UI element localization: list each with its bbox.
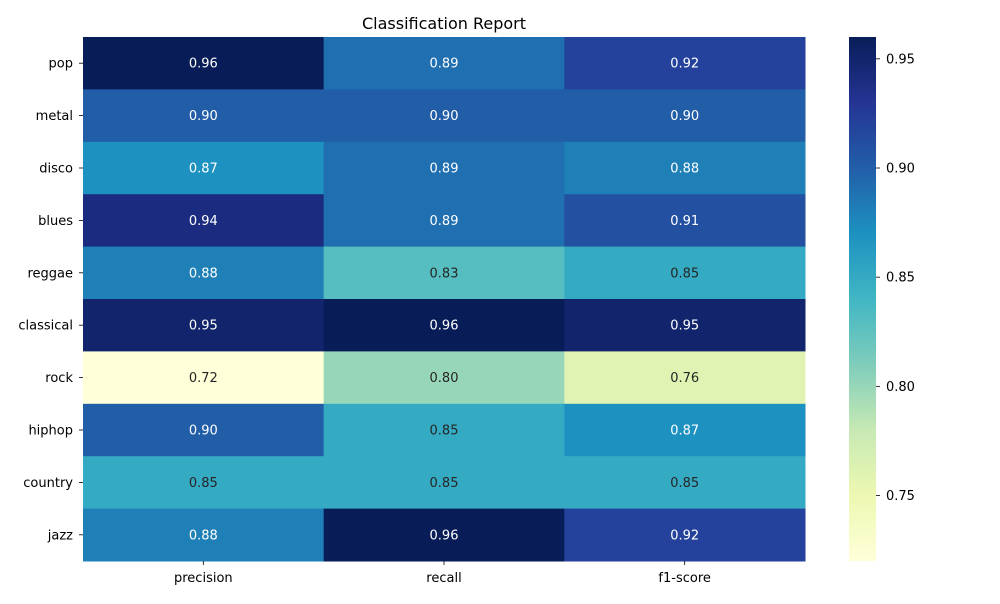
heatmap-cell-rock-recall <box>323 351 565 405</box>
heatmap-cell-metal-precision <box>83 89 325 143</box>
cell-value-label: 0.96 <box>430 319 459 334</box>
row-label-reggae: reggae <box>27 266 73 281</box>
cell-value-label: 0.85 <box>189 476 218 491</box>
column-label-precision: precision <box>174 571 233 586</box>
cell-value-label: 0.80 <box>430 371 459 386</box>
heatmap-cell-country-precision <box>83 456 325 510</box>
row-label-rock: rock <box>45 371 73 386</box>
row-label-blues: blues <box>38 214 73 229</box>
cell-value-label: 0.92 <box>670 57 699 72</box>
row-label-hiphop: hiphop <box>28 424 73 439</box>
colorbar: 0.75 0.80 0.85 0.90 0.95 <box>849 37 915 561</box>
heatmap-cell-blues-precision <box>83 194 325 248</box>
heatmap-cell-jazz-precision <box>83 508 325 562</box>
heatmap-cell-classical-precision <box>83 299 325 352</box>
cell-value-label: 0.90 <box>430 109 459 124</box>
heatmap-cell-disco-recall <box>323 141 565 195</box>
heatmap-cell-jazz-recall <box>323 508 565 562</box>
row-label-country: country <box>23 476 73 491</box>
heatmap-cell-disco-precision <box>83 141 325 195</box>
heatmap-cell-pop-precision <box>83 37 325 90</box>
row-labels: pop metal disco blues reggae classical rock hip… <box>18 57 83 543</box>
heatmap-cell-jazz-f1-score <box>564 508 806 562</box>
heatmap-cell-reggae-f1-score <box>564 246 806 300</box>
heatmap-cell-pop-recall <box>323 37 565 90</box>
cell-value-label: 0.94 <box>189 214 218 229</box>
heatmap-cells: 0.96 0.89 0.92 0.90 0.90 0.90 0.87 0.89 0.88 0.94… <box>83 37 806 562</box>
cell-value-label: 0.90 <box>189 109 218 124</box>
row-label-disco: disco <box>39 162 73 177</box>
cell-value-label: 0.89 <box>430 214 459 229</box>
row-label-jazz: jazz <box>47 528 73 543</box>
cell-value-label: 0.72 <box>189 371 218 386</box>
cell-value-label: 0.85 <box>670 476 699 491</box>
heatmap-cell-classical-recall <box>323 299 565 352</box>
heatmap-cell-reggae-precision <box>83 246 325 300</box>
cell-value-label: 0.88 <box>189 528 218 543</box>
cell-value-label: 0.76 <box>670 371 699 386</box>
cell-value-label: 0.90 <box>670 109 699 124</box>
column-label-recall: recall <box>426 571 461 586</box>
heatmap-cell-blues-f1-score <box>564 194 806 248</box>
cell-value-label: 0.89 <box>430 57 459 72</box>
heatmap-cell-metal-f1-score <box>564 89 806 143</box>
cell-value-label: 0.87 <box>670 424 699 439</box>
chart-title: Classification Report <box>362 14 526 33</box>
heatmap-cell-hiphop-f1-score <box>564 403 806 457</box>
colorbar-tick-label: 0.90 <box>886 162 915 177</box>
row-label-classical: classical <box>18 319 73 334</box>
cell-value-label: 0.88 <box>670 162 699 177</box>
cell-value-label: 0.96 <box>189 57 218 72</box>
heatmap-cell-blues-recall <box>323 194 565 248</box>
cell-value-label: 0.87 <box>189 162 218 177</box>
column-labels: precision recall f1-score <box>174 561 711 586</box>
heatmap-cell-rock-precision <box>83 351 325 405</box>
row-label-pop: pop <box>49 57 73 72</box>
colorbar-tick-label: 0.85 <box>886 271 915 286</box>
cell-value-label: 0.85 <box>670 266 699 281</box>
heatmap-cell-reggae-recall <box>323 246 565 300</box>
cell-value-label: 0.95 <box>189 319 218 334</box>
heatmap-cell-country-recall <box>323 456 565 510</box>
heatmap-cell-hiphop-precision <box>83 403 325 457</box>
heatmap-cell-rock-f1-score <box>564 351 806 405</box>
cell-value-label: 0.96 <box>430 528 459 543</box>
colorbar-gradient <box>849 37 876 561</box>
cell-value-label: 0.85 <box>430 476 459 491</box>
colorbar-tick-label: 0.80 <box>886 380 915 395</box>
heatmap-cell-hiphop-recall <box>323 403 565 457</box>
cell-value-label: 0.92 <box>670 528 699 543</box>
column-label-f1-score: f1-score <box>658 571 710 586</box>
heatmap-cell-disco-f1-score <box>564 141 806 195</box>
heatmap-cell-pop-f1-score <box>564 37 806 90</box>
row-label-metal: metal <box>36 109 73 124</box>
cell-value-label: 0.91 <box>670 214 699 229</box>
cell-value-label: 0.95 <box>670 319 699 334</box>
cell-value-label: 0.83 <box>430 266 459 281</box>
cell-value-label: 0.89 <box>430 162 459 177</box>
cell-value-label: 0.90 <box>189 424 218 439</box>
heatmap-cell-classical-f1-score <box>564 299 806 352</box>
colorbar-tick-label: 0.95 <box>886 52 915 67</box>
cell-value-label: 0.85 <box>430 424 459 439</box>
colorbar-tick-label: 0.75 <box>886 489 915 504</box>
heatmap-cell-metal-recall <box>323 89 565 143</box>
cell-value-label: 0.88 <box>189 266 218 281</box>
heatmap-cell-country-f1-score <box>564 456 806 510</box>
